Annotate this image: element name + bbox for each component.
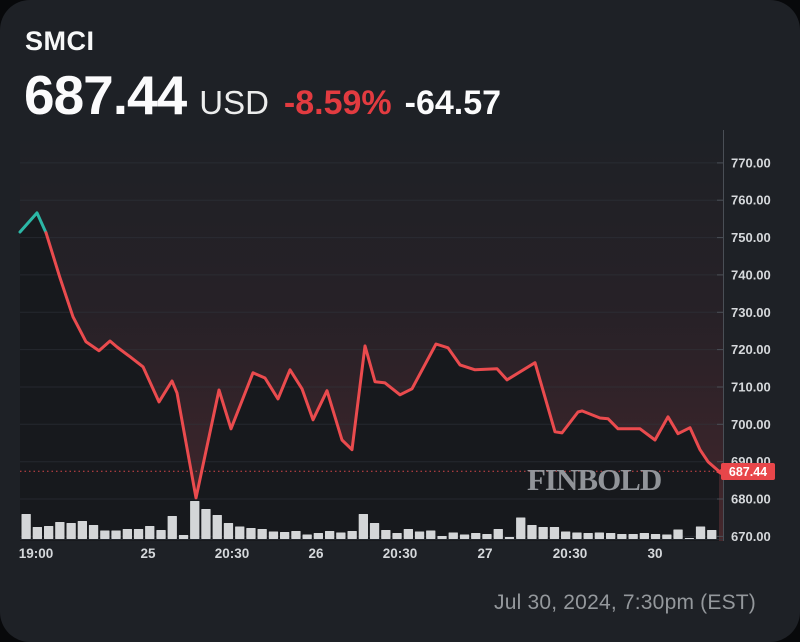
volume-bar <box>145 526 155 539</box>
volume-bar <box>88 525 99 539</box>
volume-bar <box>617 534 627 539</box>
volume-bar <box>369 523 380 539</box>
change-percent: -8.59% <box>283 84 392 122</box>
price-row: 687.44 USD -8.59% -64.57 <box>24 68 501 123</box>
price-chart: 770.00 760.00 750.00 740.00 730.00 720.00 710.… <box>0 130 800 562</box>
y-axis-label: 670.00 <box>731 529 771 544</box>
volume-bar <box>504 537 515 539</box>
y-axis-label: 710.00 <box>731 380 771 395</box>
volume-bar <box>347 531 357 539</box>
volume-bar <box>268 531 279 539</box>
x-axis-label: 27 <box>477 546 492 561</box>
volume-bar <box>471 533 481 539</box>
volume-bar <box>606 533 616 539</box>
volume-bar <box>673 529 683 539</box>
volume-bar <box>549 527 560 539</box>
y-axis-label: 730.00 <box>731 305 771 320</box>
volume-bar <box>594 532 604 539</box>
volume-bar <box>111 530 121 539</box>
volume-bar <box>190 501 200 539</box>
current-price: 687.44 <box>24 64 187 126</box>
volume-bar <box>695 526 706 539</box>
volume-bar <box>448 532 458 539</box>
volume-bar <box>21 514 31 539</box>
volume-bar <box>527 525 537 539</box>
volume-bar <box>212 515 222 539</box>
price-line-teal-segment <box>18 211 48 235</box>
y-axis-label: 720.00 <box>731 342 771 357</box>
y-axis-label: 750.00 <box>731 230 771 245</box>
volume-bar <box>437 536 447 539</box>
ticker-symbol: SMCI <box>25 26 95 56</box>
volume-bar <box>66 523 76 539</box>
chart-header: SMCI <box>25 26 95 57</box>
currency-label: USD <box>199 84 269 121</box>
volume-bar <box>358 514 368 539</box>
change-absolute: -64.57 <box>404 84 502 122</box>
volume-bar <box>167 516 177 539</box>
volume-bar <box>493 529 503 539</box>
volume-bar <box>55 522 65 539</box>
volume-bar <box>257 529 267 539</box>
volume-bar <box>426 530 436 539</box>
volume-bar <box>628 534 638 539</box>
x-axis-label: 19:00 <box>19 546 54 561</box>
volume-bar <box>77 521 87 539</box>
finbold-watermark-logo: FINBOLD <box>527 462 662 497</box>
volume-bar <box>662 534 672 539</box>
volume-bar <box>482 534 492 539</box>
y-axis-label: 760.00 <box>731 193 771 208</box>
quote-timestamp: Jul 30, 2024, 7:30pm (EST) <box>494 591 756 614</box>
volume-bar <box>650 534 661 539</box>
volume-bar <box>235 526 245 539</box>
x-axis-label: 20:30 <box>215 546 250 561</box>
volume-bar <box>381 530 391 539</box>
y-axis-label: 770.00 <box>731 155 771 170</box>
x-axis-label: 25 <box>140 546 156 561</box>
volume-bar <box>201 509 211 539</box>
volume-bar <box>313 533 323 539</box>
volume-bar <box>639 533 649 539</box>
volume-bar <box>280 532 290 539</box>
volume-bar <box>403 529 413 539</box>
volume-bar <box>325 531 335 539</box>
y-axis-label: 700.00 <box>731 417 771 432</box>
y-axis-label: 740.00 <box>731 267 771 282</box>
volume-bar <box>684 538 694 539</box>
volume-bar <box>538 527 548 539</box>
volume-bar <box>583 533 593 539</box>
volume-bar <box>561 531 571 539</box>
volume-bar <box>246 528 256 539</box>
area-under-line <box>20 212 719 541</box>
y-axis-label: 680.00 <box>731 492 771 507</box>
current-price-axis-label: 687.44 <box>716 463 775 480</box>
volume-bar <box>302 534 312 539</box>
price-chart-svg: 770.00 760.00 750.00 740.00 730.00 720.00 710.… <box>18 130 771 561</box>
volume-bar <box>707 530 717 539</box>
volume-bar <box>100 530 110 539</box>
x-axis-label: 26 <box>308 546 324 561</box>
volume-bar <box>459 534 470 539</box>
volume-bar <box>572 532 582 539</box>
volume-bar <box>336 532 346 539</box>
x-axis-label: 30 <box>647 546 662 561</box>
volume-bar <box>133 529 144 539</box>
volume-bar <box>44 526 54 539</box>
volume-bar <box>156 530 166 539</box>
volume-bar <box>414 531 425 539</box>
volume-bar <box>32 527 42 539</box>
volume-bar <box>223 523 234 539</box>
volume-bar <box>122 529 132 539</box>
x-axis-label: 20:30 <box>383 546 418 561</box>
volume-bar <box>392 533 402 539</box>
volume-bar <box>178 535 189 539</box>
x-axis-label: 20:30 <box>553 546 588 561</box>
volume-bar <box>291 531 301 539</box>
price-line <box>44 231 721 500</box>
volume-bar <box>516 517 526 539</box>
